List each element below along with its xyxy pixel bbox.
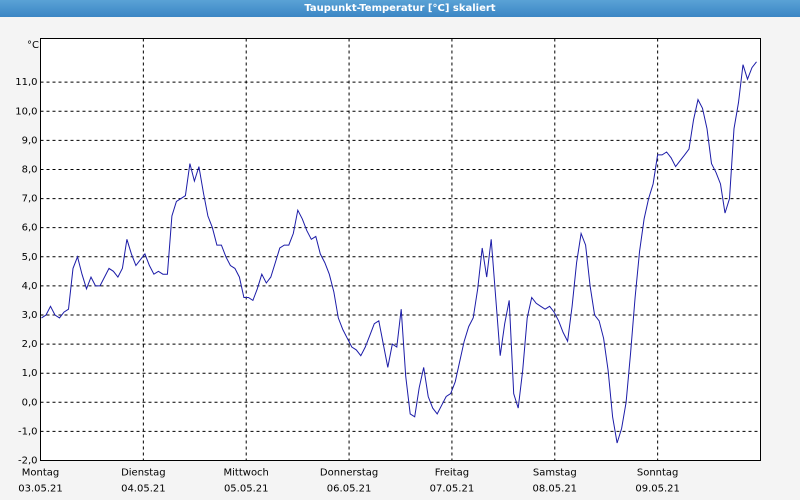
y-tick-label: 5,0 [22, 252, 38, 263]
x-tick-label: Mittwoch [224, 468, 269, 479]
y-tick-label: 10,0 [15, 106, 37, 117]
plot-area [40, 38, 761, 461]
y-tick-label: 11,0 [15, 77, 37, 88]
y-tick-label: 0,0 [22, 397, 38, 408]
y-unit: °C [27, 40, 39, 51]
y-tick-label: 9,0 [22, 135, 38, 146]
data-line [41, 61, 757, 444]
x-tick-label: Sonntag [637, 468, 679, 479]
x-tick-label: Montag [22, 468, 59, 479]
x-tick-label: Donnerstag [320, 468, 378, 479]
y-tick-label: 4,0 [22, 281, 38, 292]
plot-frame [40, 38, 761, 461]
x-tick-date: 07.05.21 [430, 484, 475, 495]
x-tick-date: 04.05.21 [121, 484, 166, 495]
y-tick-label: 3,0 [22, 310, 38, 321]
x-tick-date: 03.05.21 [18, 484, 63, 495]
y-tick-label: 7,0 [22, 194, 38, 205]
y-tick-label: 8,0 [22, 164, 38, 175]
y-tick-label: -1,0 [18, 426, 38, 437]
window-title: Taupunkt-Temperatur [°C] skaliert [0, 0, 800, 17]
x-tick-date: 05.05.21 [224, 484, 269, 495]
x-tick-date: 08.05.21 [533, 484, 578, 495]
y-tick-label: 1,0 [22, 368, 38, 379]
x-tick-label: Dienstag [121, 468, 166, 479]
y-tick-label: 6,0 [22, 223, 38, 234]
x-tick-date: 09.05.21 [635, 484, 680, 495]
y-tick-label: -2,0 [18, 456, 38, 467]
x-tick-label: Freitag [435, 468, 469, 479]
x-tick-date: 06.05.21 [327, 484, 372, 495]
x-tick-label: Samstag [533, 468, 577, 479]
y-tick-label: 2,0 [22, 339, 38, 350]
chart: °C -2,0 -1,0 0,0 1,0 2,0 3,0 4,0 5,0 6,0 7,0 8,0 9,… [15, 38, 761, 495]
